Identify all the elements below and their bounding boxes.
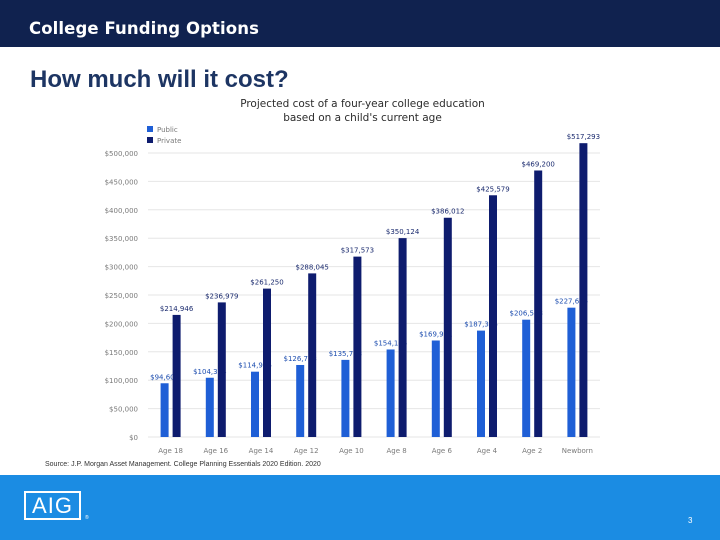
x-tick-label: Age 14: [249, 447, 274, 455]
private-bar: [443, 217, 452, 437]
header-bar: College Funding Options: [0, 0, 720, 47]
y-tick-label: $50,000: [109, 406, 138, 414]
private-value-label: $214,946: [160, 305, 194, 313]
private-value-label: $517,293: [567, 133, 600, 141]
x-tick-label: Age 16: [203, 447, 228, 455]
y-tick-label: $500,000: [105, 150, 138, 158]
private-value-label: $288,045: [295, 263, 328, 271]
x-tick-label: Age 4: [477, 447, 498, 455]
public-bar: [160, 383, 169, 437]
public-value-label: $206,518: [509, 310, 542, 318]
private-bar: [172, 314, 181, 437]
legend-label-public: Public: [157, 126, 178, 134]
private-bar: [534, 170, 543, 438]
private-bar: [217, 302, 226, 437]
private-bar: [579, 143, 588, 437]
private-bar: [489, 195, 497, 437]
y-tick-label: $300,000: [105, 264, 138, 272]
public-value-label: $169,901: [419, 330, 452, 338]
public-value-label: $227,684: [555, 298, 589, 306]
private-value-label: $386,012: [431, 208, 464, 216]
public-bar: [477, 330, 485, 437]
x-tick-label: Age 18: [158, 447, 183, 455]
legend-label-private: Private: [157, 137, 181, 145]
private-value-label: $261,250: [250, 279, 283, 287]
x-tick-label: Age 12: [294, 447, 319, 455]
public-bar: [251, 371, 259, 437]
bar-chart: $0 $50,000 $100,000 $150,000 $200,000 $250,00…: [105, 126, 600, 455]
y-tick-label: $150,000: [105, 349, 138, 357]
legend-swatch-private: [147, 137, 153, 143]
registered-mark: ®: [85, 515, 89, 521]
private-value-label: $236,979: [205, 292, 238, 300]
footer-bar: [0, 475, 720, 540]
public-value-label: $94,607: [150, 373, 179, 381]
public-bar: [296, 364, 305, 437]
y-tick-label: $450,000: [105, 178, 138, 186]
public-value-label: $104,304: [193, 368, 227, 376]
y-tick-label: $0: [129, 434, 138, 442]
y-tick-label: $250,000: [105, 292, 138, 300]
private-value-label: $425,579: [476, 185, 509, 193]
chart-title: Projected cost of a four-year college ed…: [240, 97, 485, 125]
public-bar: [205, 377, 214, 437]
public-bar: [386, 349, 395, 437]
header-title: College Funding Options: [29, 19, 259, 38]
public-bar: [567, 307, 576, 437]
public-value-label: $187,316: [464, 321, 498, 329]
public-bar: [341, 359, 350, 437]
y-tick-label: $200,000: [105, 320, 138, 328]
public-value-label: $154,105: [374, 339, 407, 347]
public-value-label: $126,783: [283, 355, 316, 363]
y-tick-label: $350,000: [105, 235, 138, 243]
x-tick-label: Age 2: [522, 447, 542, 455]
public-value-label: $114,986: [238, 362, 272, 370]
private-bar: [263, 288, 271, 437]
source-note: Source: J.P. Morgan Asset Management. Co…: [45, 461, 321, 468]
x-tick-label: Newborn: [562, 447, 593, 455]
y-tick-label: $400,000: [105, 207, 138, 215]
private-value-label: $350,124: [386, 228, 420, 236]
aig-logo: AIG: [24, 491, 81, 520]
private-value-label: $469,200: [521, 160, 554, 168]
page-number: 3: [688, 516, 693, 525]
x-tick-label: Age 6: [432, 447, 453, 455]
x-tick-label: Age 10: [339, 447, 364, 455]
private-bar: [353, 256, 362, 437]
slide-title: How much will it cost?: [30, 66, 289, 93]
y-tick-label: $100,000: [105, 377, 138, 385]
private-value-label: $317,573: [341, 247, 374, 255]
chart-title-line2: based on a child's current age: [283, 112, 442, 124]
private-bar: [398, 238, 407, 437]
x-tick-label: Age 8: [386, 447, 406, 455]
private-bar: [308, 273, 317, 437]
legend-swatch-public: [147, 126, 153, 132]
public-bar: [431, 340, 440, 437]
chart-title-line1: Projected cost of a four-year college ed…: [240, 98, 485, 110]
public-bar: [522, 319, 531, 437]
public-value-label: $135,778: [329, 350, 362, 358]
